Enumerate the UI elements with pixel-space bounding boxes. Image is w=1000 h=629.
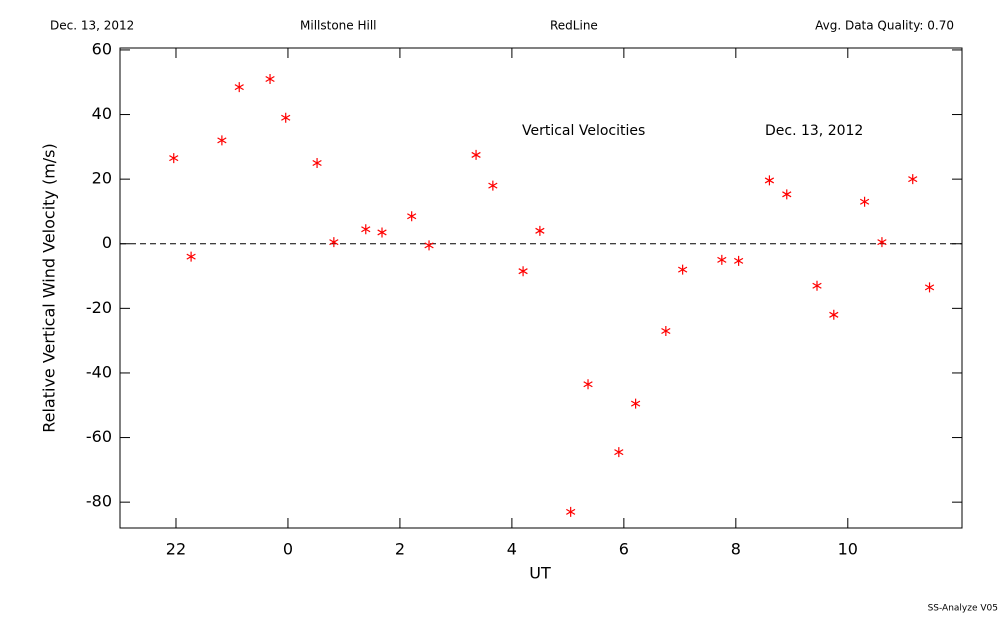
- data-point: [678, 264, 688, 275]
- y-tick-label: -60: [86, 427, 112, 446]
- data-point: [859, 196, 870, 207]
- data-point: [407, 211, 417, 222]
- data-point: [877, 237, 887, 248]
- data-point: [186, 251, 196, 262]
- header-quality: Avg. Data Quality: 0.70: [815, 19, 954, 33]
- data-point: [535, 225, 545, 236]
- data-point: [424, 240, 434, 251]
- data-point: [908, 174, 918, 185]
- data-point: [717, 254, 727, 265]
- x-tick-label: 22: [166, 540, 186, 559]
- data-point: [829, 309, 839, 320]
- y-tick-label: 60: [92, 39, 112, 58]
- y-tick-label: 20: [92, 169, 112, 188]
- data-point: [782, 189, 792, 200]
- data-point: [812, 280, 822, 291]
- data-point: [630, 398, 641, 409]
- y-tick-label: -20: [86, 298, 112, 317]
- y-axis-label: Relative Vertical Wind Velocity (m/s): [40, 143, 59, 433]
- data-point: [281, 112, 291, 123]
- data-point: [583, 379, 593, 390]
- x-tick-label: 10: [838, 540, 858, 559]
- x-tick-label: 4: [507, 540, 517, 559]
- data-point: [661, 325, 671, 336]
- data-point: [329, 237, 339, 248]
- data-point: [377, 227, 387, 238]
- y-tick-label: -40: [86, 362, 112, 381]
- plot-frame: [119, 47, 963, 529]
- data-point: [518, 266, 528, 277]
- data-point: [265, 74, 275, 85]
- x-tick-label: 2: [395, 540, 405, 559]
- annotation: Dec. 13, 2012: [765, 123, 863, 139]
- data-point: [614, 447, 624, 458]
- data-point: [471, 149, 481, 160]
- data-point: [488, 180, 498, 191]
- annotation: Vertical Velocities: [522, 123, 645, 139]
- data-point: [733, 255, 744, 266]
- x-tick-label: 0: [283, 540, 293, 559]
- data-point: [924, 282, 935, 293]
- y-tick-label: -80: [86, 492, 112, 511]
- header-site: Millstone Hill: [300, 19, 376, 33]
- x-tick-label: 8: [731, 540, 741, 559]
- y-tick-label: 0: [102, 233, 112, 252]
- data-point: [169, 153, 179, 164]
- data-point: [566, 506, 576, 517]
- header-emission: RedLine: [550, 19, 598, 33]
- data-point: [312, 157, 322, 168]
- data-point: [234, 82, 244, 93]
- data-point: [361, 224, 371, 235]
- y-tick-label: 40: [92, 104, 112, 123]
- header-date: Dec. 13, 2012: [50, 19, 134, 33]
- data-point: [217, 135, 227, 146]
- footer: SS-Analyze V05: [928, 604, 998, 614]
- x-tick-label: 6: [619, 540, 629, 559]
- x-axis-label: UT: [529, 564, 551, 583]
- data-point: [764, 175, 775, 186]
